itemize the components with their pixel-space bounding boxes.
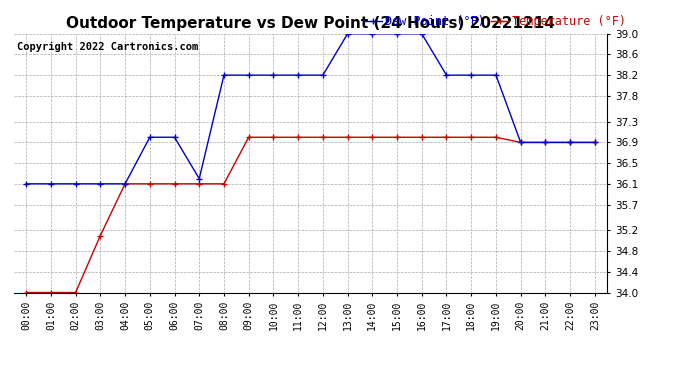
- Legend: Dew Point (°F), Temperature (°F): Dew Point (°F), Temperature (°F): [364, 15, 626, 28]
- Title: Outdoor Temperature vs Dew Point (24 Hours) 20221214: Outdoor Temperature vs Dew Point (24 Hou…: [66, 16, 555, 31]
- Text: Copyright 2022 Cartronics.com: Copyright 2022 Cartronics.com: [17, 42, 198, 51]
